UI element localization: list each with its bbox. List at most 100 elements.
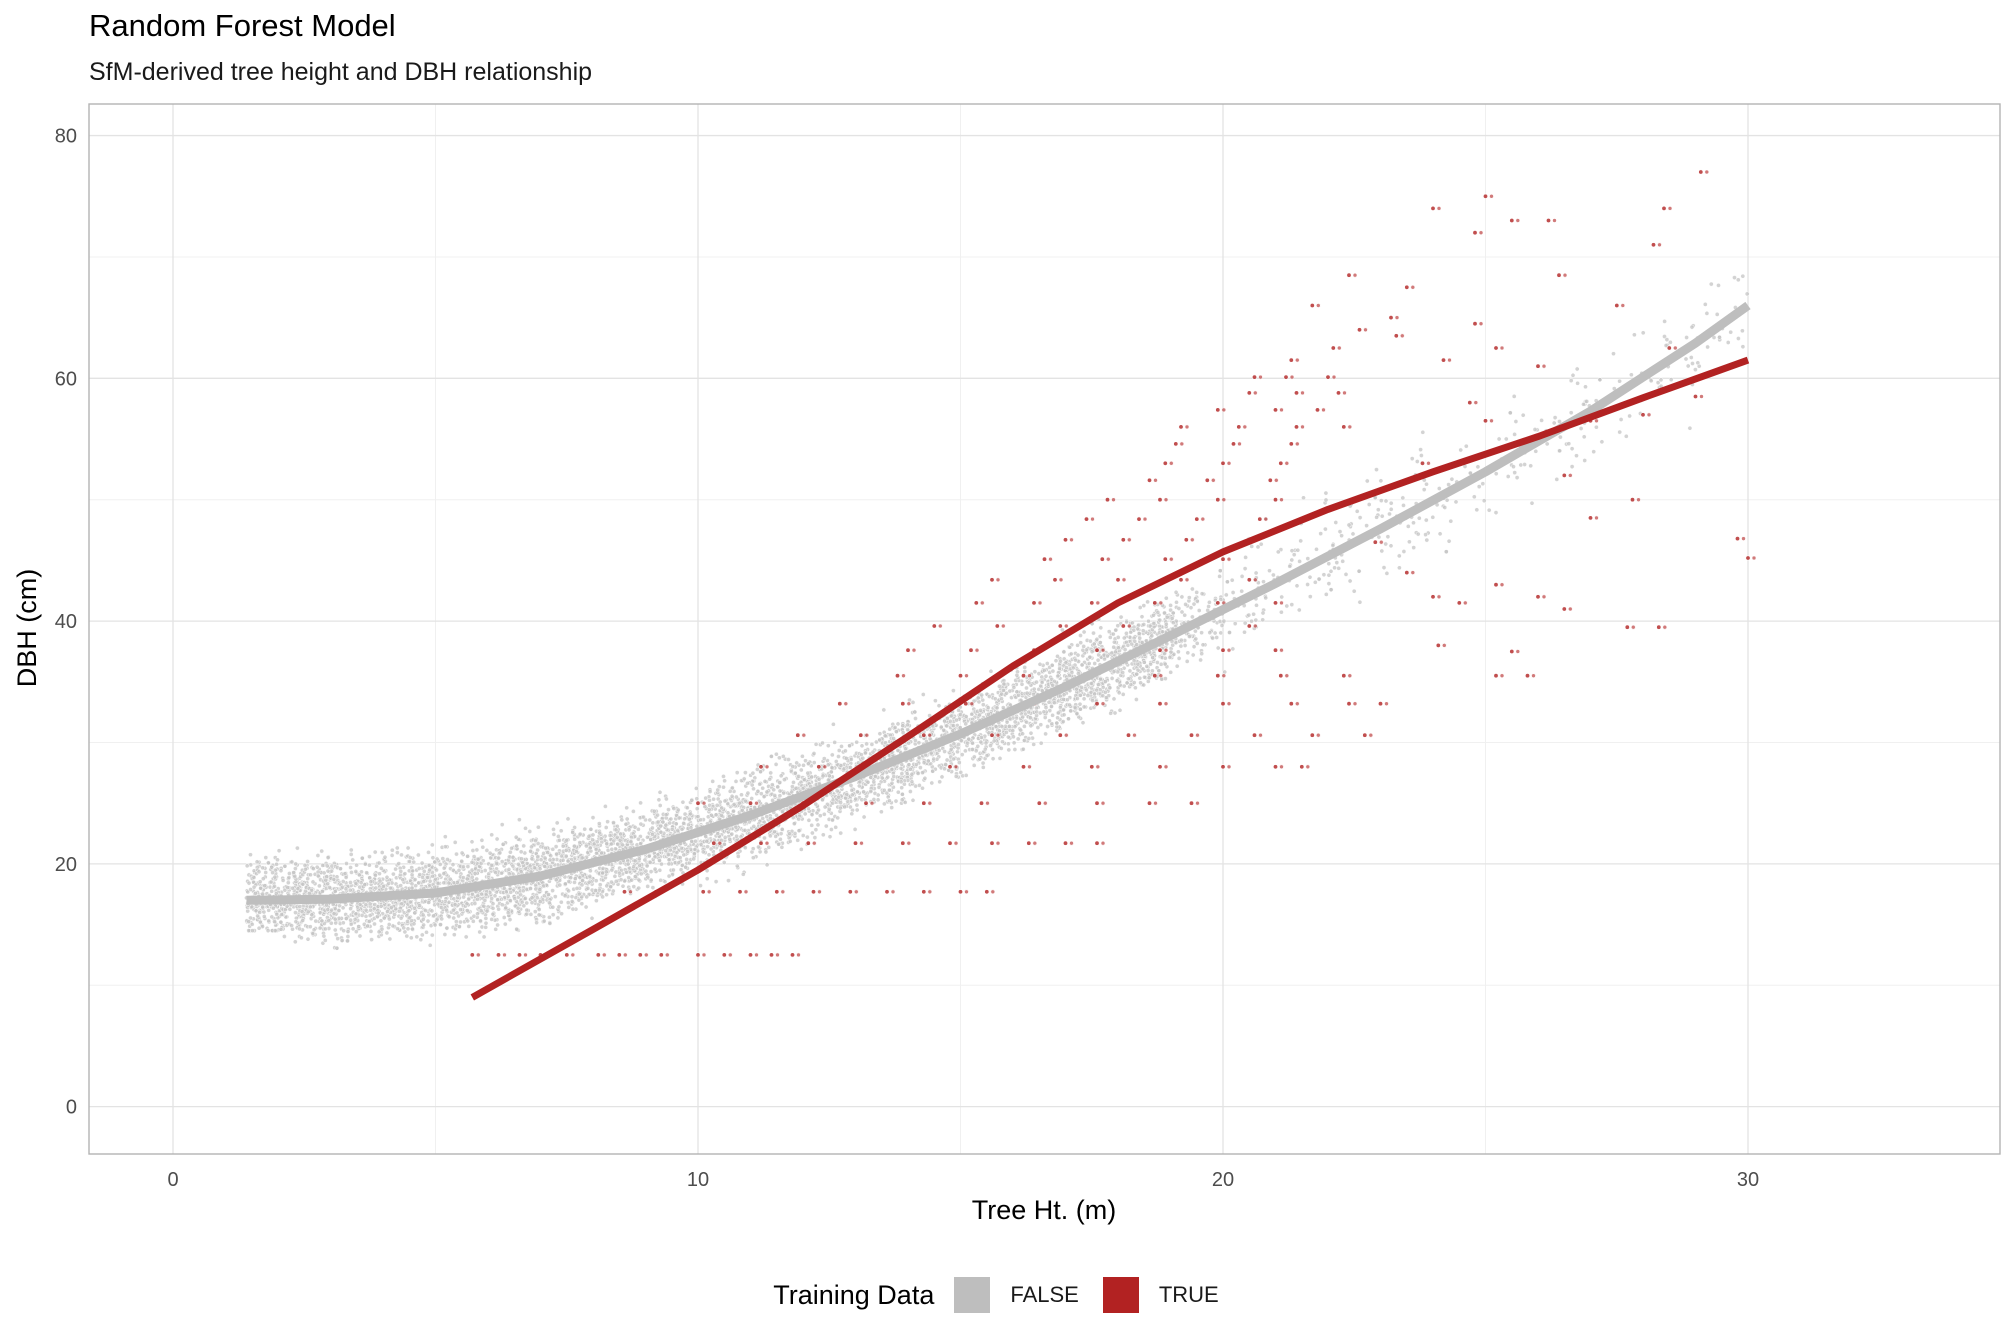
point-false — [1032, 669, 1038, 675]
point-false — [1684, 335, 1689, 340]
point-false — [423, 908, 428, 913]
point-false — [943, 762, 948, 767]
point-false — [854, 802, 860, 808]
point-false — [424, 929, 429, 935]
point-false — [502, 921, 508, 927]
point-false — [1024, 685, 1029, 691]
point-false — [836, 754, 841, 759]
point-false — [293, 861, 299, 867]
point-false — [588, 868, 593, 874]
point-false — [1000, 739, 1005, 745]
point-false — [474, 847, 480, 853]
point-false — [579, 901, 585, 907]
point-false — [523, 896, 528, 901]
point-false — [1558, 434, 1563, 440]
point-false — [650, 885, 656, 890]
point-false — [988, 668, 994, 674]
point-false — [666, 861, 672, 867]
point-false — [778, 831, 784, 836]
point-false — [1617, 429, 1623, 435]
point-false — [1111, 644, 1117, 650]
point-false — [584, 894, 590, 900]
point-false — [1301, 495, 1306, 501]
point-false — [608, 884, 613, 889]
point-false — [1305, 556, 1311, 561]
point-false — [352, 917, 358, 922]
point-false — [487, 850, 493, 856]
point-false — [469, 839, 475, 845]
point-false — [1091, 630, 1096, 636]
point-false — [823, 823, 829, 829]
point-false — [280, 878, 286, 883]
point-false — [875, 792, 881, 798]
point-false — [907, 697, 912, 703]
point-false — [451, 932, 457, 938]
point-false — [465, 864, 471, 869]
point-false — [1092, 661, 1098, 666]
point-false — [558, 899, 564, 905]
point-false — [1109, 676, 1115, 681]
point-false — [1471, 494, 1477, 500]
point-false — [937, 779, 943, 785]
point-false — [1043, 673, 1049, 679]
point-false — [1212, 630, 1218, 636]
point-false — [278, 868, 284, 874]
point-false — [624, 816, 630, 822]
point-false — [854, 739, 860, 745]
point-false — [787, 838, 793, 844]
point-false — [1230, 646, 1236, 652]
point-false — [743, 770, 748, 775]
point-false — [1296, 607, 1302, 613]
point-false — [459, 850, 465, 856]
point-false — [956, 760, 962, 765]
point-false — [1539, 418, 1544, 423]
point-false — [1339, 533, 1344, 539]
point-false — [1740, 344, 1746, 350]
point-false — [778, 773, 784, 779]
point-false — [1732, 275, 1737, 280]
point-false — [431, 913, 437, 919]
point-false — [773, 762, 779, 767]
point-false — [1307, 594, 1313, 599]
point-false — [389, 847, 395, 853]
point-false — [1340, 558, 1346, 564]
point-false — [1185, 650, 1191, 656]
point-false — [582, 826, 588, 832]
point-false — [734, 863, 740, 869]
point-false — [590, 815, 596, 820]
point-false — [1357, 599, 1363, 605]
point-false — [1632, 332, 1637, 338]
point-false — [333, 920, 339, 926]
point-false — [350, 857, 356, 863]
point-false — [684, 805, 690, 811]
point-false — [1190, 586, 1195, 592]
point-false — [791, 780, 796, 785]
point-false — [1046, 699, 1052, 705]
point-false — [1378, 478, 1384, 484]
point-false — [1557, 448, 1563, 454]
point-false — [1458, 447, 1464, 453]
point-false — [579, 882, 585, 888]
point-false — [398, 868, 404, 874]
point-false — [772, 829, 777, 835]
point-false — [555, 915, 561, 921]
point-false — [963, 748, 968, 754]
point-false — [1566, 441, 1572, 447]
panel-background — [89, 104, 2000, 1154]
point-false — [1323, 490, 1329, 496]
point-false — [1068, 651, 1074, 657]
point-false — [508, 849, 513, 855]
point-false — [1307, 574, 1313, 580]
point-false — [357, 933, 363, 939]
point-false — [1064, 665, 1069, 670]
point-false — [533, 886, 539, 892]
point-false — [509, 845, 514, 851]
point-false — [537, 866, 543, 872]
point-false — [584, 843, 589, 849]
point-false — [261, 914, 267, 919]
point-false — [1145, 599, 1150, 605]
point-false — [631, 864, 636, 870]
point-false — [325, 855, 331, 860]
point-false — [1381, 565, 1387, 570]
point-false — [1176, 606, 1182, 611]
